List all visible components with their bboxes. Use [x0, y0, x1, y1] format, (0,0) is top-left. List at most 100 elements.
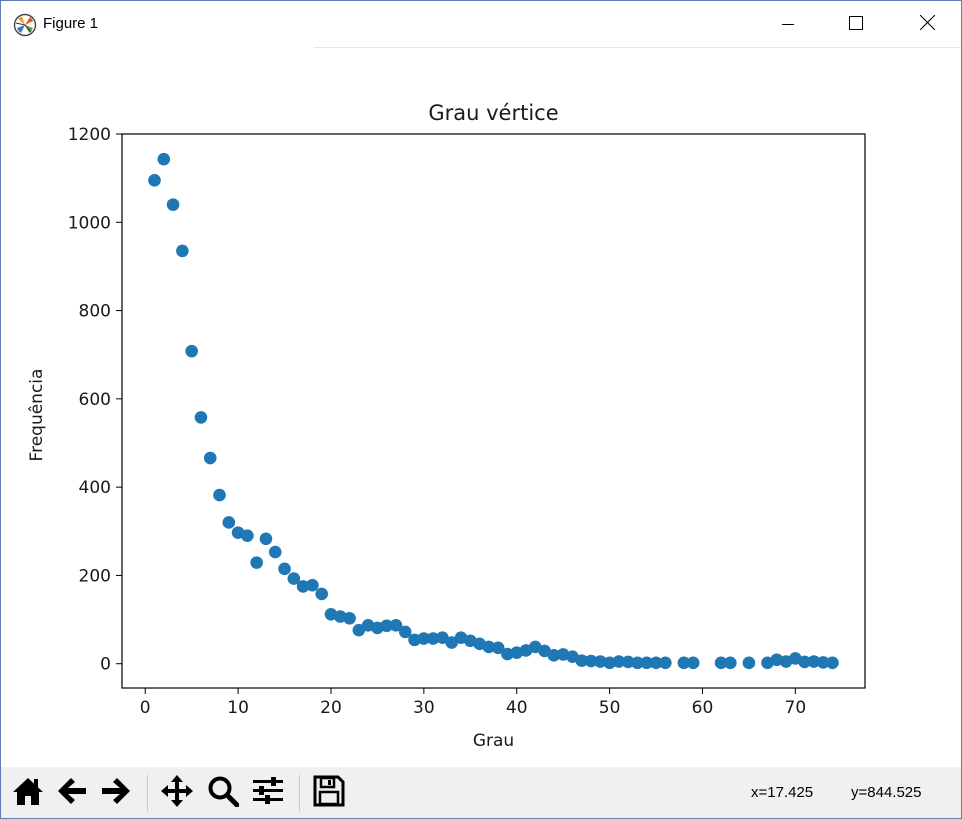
- save-button[interactable]: [310, 774, 348, 812]
- data-point: [686, 656, 700, 670]
- window-title: Figure 1: [43, 15, 99, 32]
- data-point: [724, 656, 737, 670]
- data-point: [250, 556, 263, 569]
- data-point: [203, 451, 217, 465]
- title-bar[interactable]: Figure 1: [1, 1, 961, 47]
- toolbar-separator: [147, 775, 148, 811]
- y-tick-label: 1000: [68, 213, 111, 233]
- data-point: [389, 619, 403, 632]
- chart-canvas[interactable]: Grau vértice 0 10 20 30 40 50 60 70 0 200 400 600 800…: [1, 48, 961, 766]
- minimize-icon: [782, 15, 794, 34]
- chart-title: Grau vértice: [428, 101, 558, 125]
- data-point: [677, 656, 691, 670]
- forward-button[interactable]: [97, 774, 135, 812]
- data-point: [742, 656, 756, 670]
- data-point: [640, 656, 654, 670]
- data-point: [426, 632, 440, 645]
- home-button[interactable]: [9, 774, 47, 812]
- data-point: [157, 152, 171, 166]
- data-point: [501, 647, 514, 661]
- navigation-toolbar: x=17.425 y=844.525: [1, 767, 961, 818]
- close-button[interactable]: [904, 1, 950, 47]
- data-point: [296, 580, 310, 593]
- maximize-icon: [849, 15, 863, 34]
- data-point: [491, 641, 505, 655]
- x-tick-label: 50: [599, 698, 621, 718]
- data-point: [315, 587, 328, 601]
- toolbar-separator: [299, 775, 300, 811]
- axes-frame: [121, 133, 866, 689]
- save-icon: [313, 775, 345, 811]
- cursor-y-readout: y=844.525: [851, 784, 922, 801]
- data-point: [278, 562, 291, 576]
- y-tick-label: 1200: [68, 125, 111, 145]
- y-tick-label: 600: [79, 390, 111, 410]
- data-point: [816, 656, 830, 669]
- data-point: [408, 633, 421, 647]
- data-point: [352, 623, 366, 637]
- data-point: [826, 656, 839, 670]
- data-point: [631, 656, 644, 670]
- data-point: [268, 545, 282, 559]
- pan-button[interactable]: [158, 774, 196, 812]
- x-tick-label: 0: [140, 698, 151, 718]
- data-point: [807, 655, 821, 668]
- x-tick-label: 10: [227, 698, 249, 718]
- data-point: [241, 529, 254, 543]
- data-point: [185, 344, 198, 358]
- data-point: [259, 532, 273, 546]
- data-point: [176, 244, 189, 258]
- data-point: [575, 654, 589, 667]
- configure-icon: [252, 776, 284, 810]
- data-point: [417, 632, 431, 645]
- x-tick-label: 40: [506, 698, 528, 718]
- x-tick-label: 20: [320, 698, 342, 718]
- y-tick-label: 800: [79, 302, 111, 322]
- data-point: [603, 656, 616, 670]
- forward-icon: [100, 776, 132, 810]
- data-point: [798, 655, 811, 669]
- data-point: [343, 611, 356, 625]
- pan-icon: [160, 774, 194, 812]
- zoom-button[interactable]: [204, 774, 242, 812]
- data-point: [398, 625, 412, 639]
- back-button[interactable]: [53, 774, 91, 812]
- data-point: [659, 656, 672, 670]
- x-tick-label: 30: [413, 698, 435, 718]
- data-point: [584, 654, 598, 668]
- x-axis-label: Grau: [473, 731, 514, 751]
- data-point: [482, 640, 496, 654]
- minimize-button[interactable]: [765, 1, 811, 47]
- configure-subplots-button[interactable]: [249, 774, 287, 812]
- title-divider: [314, 47, 961, 48]
- y-tick-label: 0: [100, 655, 111, 675]
- matplotlib-logo-icon: [13, 13, 37, 37]
- cursor-x-readout: x=17.425: [751, 784, 814, 801]
- data-point: [148, 174, 161, 187]
- data-point: [166, 198, 180, 211]
- data-point: [547, 649, 561, 662]
- data-point: [714, 656, 728, 670]
- back-icon: [56, 776, 88, 810]
- maximize-button[interactable]: [833, 1, 879, 47]
- zoom-icon: [207, 775, 240, 811]
- data-point: [222, 516, 236, 529]
- data-point: [649, 656, 663, 670]
- data-point: [306, 578, 319, 592]
- home-icon: [12, 776, 44, 810]
- data-point: [287, 572, 301, 585]
- scatter-chart[interactable]: Grau vértice 0 10 20 30 40 50 60 70 0 200 400 600 800…: [1, 48, 961, 766]
- x-tick-label: 60: [692, 698, 714, 718]
- data-point: [380, 619, 393, 633]
- data-point: [594, 655, 607, 668]
- data-point: [194, 411, 208, 424]
- data-point: [436, 631, 449, 644]
- y-tick-label: 400: [79, 478, 111, 498]
- data-point: [621, 655, 635, 669]
- data-point: [213, 488, 226, 502]
- x-tick-label: 70: [785, 698, 807, 718]
- data-point: [445, 636, 459, 649]
- data-point: [612, 655, 626, 668]
- close-icon: [919, 14, 935, 34]
